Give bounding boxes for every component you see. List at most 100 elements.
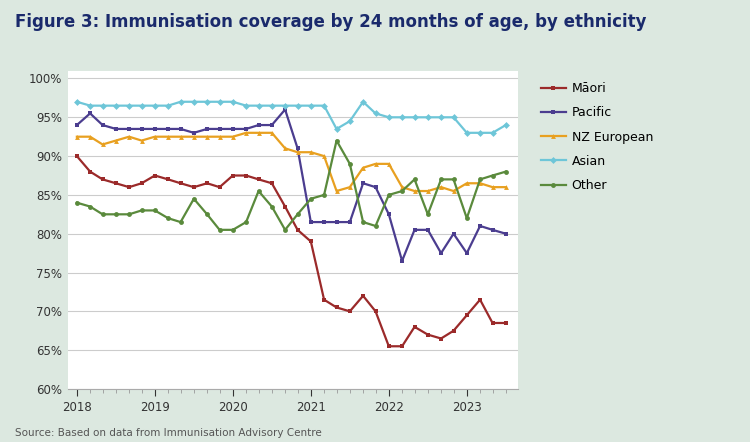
NZ European bbox=[398, 184, 406, 190]
NZ European bbox=[280, 146, 290, 151]
Māori bbox=[202, 181, 211, 186]
Pacific bbox=[137, 126, 146, 132]
NZ European bbox=[164, 134, 172, 139]
Pacific bbox=[202, 126, 211, 132]
Māori bbox=[124, 184, 134, 190]
Other bbox=[476, 177, 484, 182]
Asian bbox=[423, 114, 432, 120]
Text: Source: Based on data from Immunisation Advisory Centre: Source: Based on data from Immunisation … bbox=[15, 427, 322, 438]
Asian bbox=[306, 103, 315, 108]
Other bbox=[124, 212, 134, 217]
Pacific bbox=[124, 126, 134, 132]
Māori bbox=[332, 305, 341, 310]
Pacific bbox=[254, 122, 263, 128]
Line: Other: Other bbox=[74, 138, 509, 232]
Māori bbox=[267, 181, 276, 186]
NZ European bbox=[254, 130, 263, 135]
Asian bbox=[488, 130, 497, 135]
NZ European bbox=[189, 134, 198, 139]
Pacific bbox=[215, 126, 224, 132]
Asian bbox=[98, 103, 107, 108]
Asian bbox=[150, 103, 159, 108]
Māori bbox=[293, 227, 302, 232]
Other bbox=[189, 196, 198, 202]
Other bbox=[320, 192, 328, 198]
Asian bbox=[410, 114, 419, 120]
Pacific bbox=[345, 219, 354, 225]
Other bbox=[371, 223, 380, 229]
Māori bbox=[176, 181, 185, 186]
Asian bbox=[202, 99, 211, 104]
Māori bbox=[72, 153, 81, 159]
Pacific bbox=[176, 126, 185, 132]
Other bbox=[215, 227, 224, 232]
Pacific bbox=[320, 219, 328, 225]
NZ European bbox=[358, 165, 368, 171]
Māori bbox=[111, 181, 120, 186]
NZ European bbox=[462, 181, 471, 186]
Other bbox=[306, 196, 315, 202]
Asian bbox=[384, 114, 393, 120]
Line: NZ European: NZ European bbox=[74, 130, 509, 194]
Pacific bbox=[228, 126, 237, 132]
Māori bbox=[189, 184, 198, 190]
Asian bbox=[254, 103, 263, 108]
Māori bbox=[488, 320, 497, 326]
NZ European bbox=[293, 149, 302, 155]
Pacific bbox=[501, 231, 510, 236]
Asian bbox=[501, 122, 510, 128]
Text: Figure 3: Immunisation coverage by 24 months of age, by ethnicity: Figure 3: Immunisation coverage by 24 mo… bbox=[15, 13, 646, 31]
Pacific bbox=[86, 111, 94, 116]
Other bbox=[398, 188, 406, 194]
NZ European bbox=[423, 188, 432, 194]
Asian bbox=[476, 130, 484, 135]
NZ European bbox=[98, 142, 107, 147]
NZ European bbox=[306, 149, 315, 155]
Asian bbox=[176, 99, 185, 104]
Pacific bbox=[371, 184, 380, 190]
Pacific bbox=[150, 126, 159, 132]
Other bbox=[137, 208, 146, 213]
Asian bbox=[242, 103, 250, 108]
Asian bbox=[72, 99, 81, 104]
Māori bbox=[449, 328, 458, 333]
Māori bbox=[436, 336, 445, 341]
Other bbox=[111, 212, 120, 217]
Pacific bbox=[476, 223, 484, 229]
Pacific bbox=[358, 181, 368, 186]
Other bbox=[150, 208, 159, 213]
Other bbox=[72, 200, 81, 206]
Asian bbox=[267, 103, 276, 108]
Asian bbox=[189, 99, 198, 104]
Other bbox=[293, 212, 302, 217]
Pacific bbox=[242, 126, 250, 132]
Line: Asian: Asian bbox=[74, 99, 509, 135]
Asian bbox=[215, 99, 224, 104]
NZ European bbox=[384, 161, 393, 167]
NZ European bbox=[72, 134, 81, 139]
Other bbox=[423, 212, 432, 217]
Other bbox=[358, 219, 368, 225]
NZ European bbox=[111, 138, 120, 143]
Line: Pacific: Pacific bbox=[74, 107, 509, 263]
NZ European bbox=[410, 188, 419, 194]
Other bbox=[254, 188, 263, 194]
Other bbox=[449, 177, 458, 182]
NZ European bbox=[150, 134, 159, 139]
Other bbox=[345, 161, 354, 167]
Other bbox=[488, 173, 497, 178]
Asian bbox=[111, 103, 120, 108]
Other bbox=[228, 227, 237, 232]
Pacific bbox=[267, 122, 276, 128]
Māori bbox=[398, 343, 406, 349]
Asian bbox=[124, 103, 134, 108]
Pacific bbox=[332, 219, 341, 225]
Asian bbox=[228, 99, 237, 104]
Māori bbox=[306, 239, 315, 244]
Māori bbox=[358, 293, 368, 298]
Other bbox=[332, 138, 341, 143]
Asian bbox=[137, 103, 146, 108]
Pacific bbox=[384, 212, 393, 217]
Māori bbox=[254, 177, 263, 182]
Legend: Māori, Pacific, NZ European, Asian, Other: Māori, Pacific, NZ European, Asian, Othe… bbox=[536, 77, 658, 197]
